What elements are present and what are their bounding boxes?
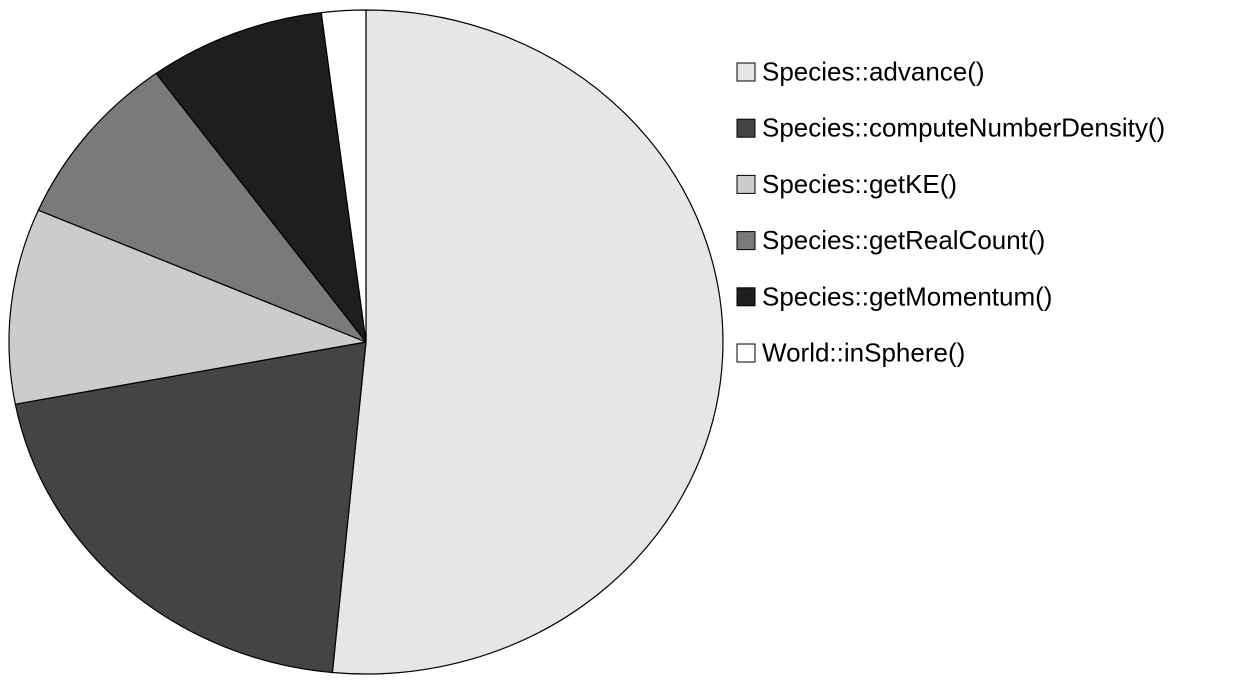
legend-swatch-2 (736, 118, 756, 138)
pie-slice-4 (37, 72, 367, 343)
pie-slices (8, 9, 724, 675)
legend-swatch-1 (736, 62, 756, 82)
pie-slice-2 (14, 341, 367, 674)
legend-swatch-4 (736, 231, 756, 251)
legend-label-6: World::inSphere() (762, 338, 965, 368)
pie-slice-5 (155, 12, 367, 343)
legend-swatch-6 (736, 343, 756, 363)
pie-slice-3 (8, 209, 367, 405)
legend-label-5: Species::getMomentum() (762, 281, 1052, 311)
legend-swatch-5 (736, 287, 756, 307)
legend-label-2: Species::computeNumberDensity() (762, 113, 1165, 143)
pie-slice-6 (320, 9, 367, 343)
legend: Species::advance()Species::computeNumber… (736, 57, 1165, 368)
legend-label-4: Species::getRealCount() (762, 225, 1045, 255)
legend-swatch-3 (736, 174, 756, 194)
legend-label-1: Species::advance() (762, 57, 985, 87)
pie-slice-1 (331, 9, 724, 675)
legend-label-3: Species::getKE() (762, 169, 957, 199)
